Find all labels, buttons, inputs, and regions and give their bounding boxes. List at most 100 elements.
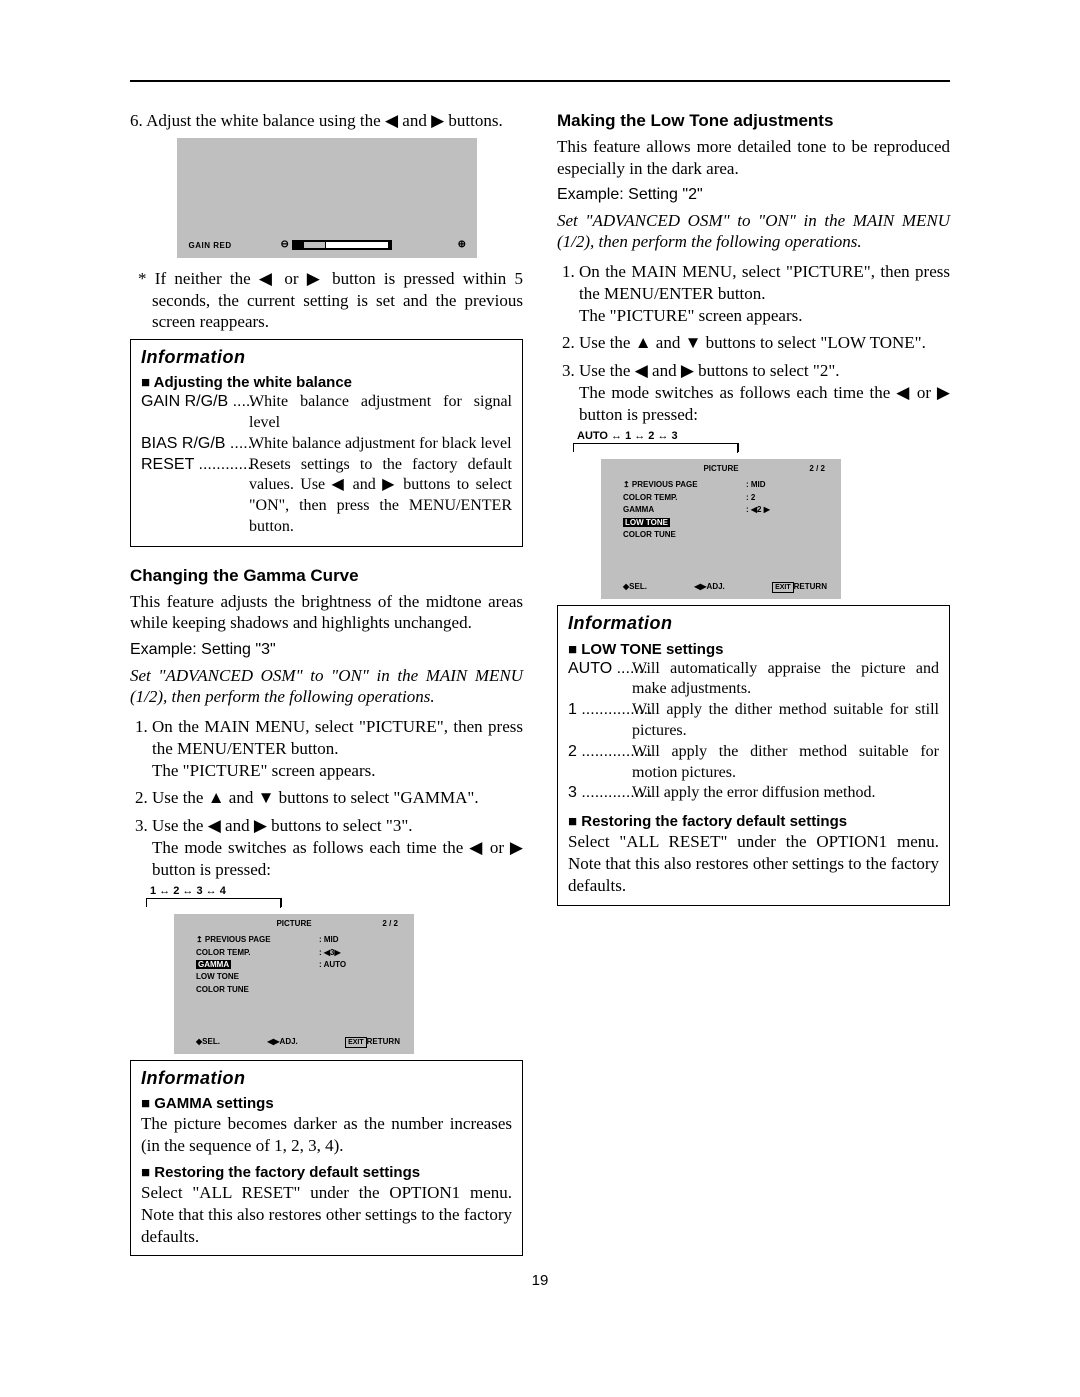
info-body: The picture becomes darker as the number…: [141, 1113, 512, 1157]
minus-icon: ⊖: [281, 239, 290, 252]
dd: Will apply the dither method suitable fo…: [632, 700, 939, 742]
info-box-1: Information Adjusting the white balance …: [130, 339, 523, 547]
osd-title: PICTURE: [601, 459, 841, 474]
osd-title: PICTURE: [174, 914, 414, 929]
rule-top: [130, 80, 950, 82]
osd-val: : 2: [746, 492, 770, 504]
cycle-text: 1 ↔ 2 ↔ 3 ↔ 4: [150, 884, 226, 898]
list-item: On the MAIN MENU, select "PICTURE", then…: [579, 261, 950, 326]
info-box-lowtone: Information LOW TONE settings AUTO .....…: [557, 605, 950, 905]
col-right: Making the Low Tone adjustments This fea…: [557, 110, 950, 1256]
gamma-example: Example: Setting "3": [130, 640, 523, 660]
osd-row-hi: GAMMA: [196, 960, 231, 969]
foot-adj: ◀▶ADJ.: [694, 582, 725, 593]
info-title: Information: [141, 346, 512, 369]
info-box-2: Information GAMMA settings The picture b…: [130, 1060, 523, 1256]
osd-foot: ◆SEL. ◀▶ADJ. EXITRETURN: [623, 582, 827, 593]
osd-row: COLOR TUNE: [623, 529, 698, 541]
osd-rows: ↥ PREVIOUS PAGE COLOR TEMP. GAMMA LOW TO…: [196, 934, 271, 996]
step-6: 6. Adjust the white balance using the ◀ …: [130, 110, 523, 132]
page: 6. Adjust the white balance using the ◀ …: [0, 0, 1080, 1349]
info-sub: Restoring the factory default settings: [568, 812, 939, 831]
gamma-intro: This feature adjusts the brightness of t…: [130, 591, 523, 635]
dd: Will apply the error diffusion method.: [632, 783, 939, 804]
gain-slider: [292, 240, 392, 250]
columns: 6. Adjust the white balance using the ◀ …: [130, 110, 950, 1256]
step-text: On the MAIN MENU, select "PICTURE", then…: [152, 717, 523, 780]
dd: White balance adjustment for black level: [249, 434, 512, 455]
info-sub: Restoring the factory default settings: [141, 1163, 512, 1182]
osd-row: LOW TONE: [196, 971, 271, 983]
heading-gamma: Changing the Gamma Curve: [130, 565, 523, 587]
dd: Will apply the dither method suitable fo…: [632, 742, 939, 784]
osd-row: LOW TONE: [623, 517, 698, 529]
list-item: On the MAIN MENU, select "PICTURE", then…: [152, 716, 523, 781]
heading-lowtone: Making the Low Tone adjustments: [557, 110, 950, 132]
osd-val: : AUTO: [319, 959, 346, 971]
osd-val: : ◀3▶: [319, 947, 346, 959]
osd-gain: GAIN RED ⊖ ⊕: [177, 138, 477, 258]
low-setmenu: Set "ADVANCED OSM" to "ON" in the MAIN M…: [557, 210, 950, 254]
info-sub: LOW TONE settings: [568, 640, 939, 659]
note-text: If neither the ◀ or ▶ button is pressed …: [152, 269, 523, 332]
low-intro: This feature allows more detailed tone t…: [557, 136, 950, 180]
osd-row: COLOR TEMP.: [623, 492, 698, 504]
dt: RESET ............: [141, 455, 243, 538]
osd-row: GAMMA: [196, 959, 271, 971]
dl-white-balance: GAIN R/G/B .....White balance adjustment…: [141, 392, 512, 538]
osd-gamma: PICTURE 2 / 2 ↥ PREVIOUS PAGE COLOR TEMP…: [174, 914, 414, 1054]
step-text: Use the ◀ and ▶ buttons to select "2".Th…: [579, 361, 950, 424]
osd-row-hi: LOW TONE: [623, 518, 670, 527]
dd: Resets settings to the factory default v…: [249, 455, 512, 538]
step-text: On the MAIN MENU, select "PICTURE", then…: [579, 262, 950, 325]
dt: AUTO .......: [568, 659, 626, 701]
osd-row: ↥ PREVIOUS PAGE: [196, 934, 271, 946]
note-star: * If neither the ◀ or ▶ button is presse…: [134, 268, 523, 333]
gain-label: GAIN RED: [189, 241, 232, 251]
plus-icon: ⊕: [458, 239, 467, 252]
foot-adj: ◀▶ADJ.: [267, 1037, 298, 1048]
low-example: Example: Setting "2": [557, 185, 950, 205]
osd-val: : MID: [319, 934, 346, 946]
info-body: Select "ALL RESET" under the OPTION1 men…: [141, 1182, 512, 1247]
list-item: Use the ▲ and ▼ buttons to select "GAMMA…: [152, 787, 523, 809]
foot-sel: ◆SEL.: [196, 1037, 220, 1048]
gamma-cycle: 1 ↔ 2 ↔ 3 ↔ 4: [142, 886, 312, 908]
list-item: Use the ◀ and ▶ buttons to select "2".Th…: [579, 360, 950, 425]
gamma-steps: On the MAIN MENU, select "PICTURE", then…: [130, 716, 523, 880]
osd-row: COLOR TUNE: [196, 984, 271, 996]
osd-page: 2 / 2: [382, 919, 398, 929]
foot-exit: EXITRETURN: [772, 582, 827, 593]
info-sub: GAMMA settings: [141, 1094, 512, 1113]
osd-row: GAMMA: [623, 504, 698, 516]
dt: GAIN R/G/B .....: [141, 392, 243, 434]
dd: Will automatically appraise the picture …: [632, 659, 939, 701]
info-title: Information: [568, 612, 939, 635]
osd-rows: ↥ PREVIOUS PAGE COLOR TEMP. GAMMA LOW TO…: [623, 479, 698, 541]
low-steps: On the MAIN MENU, select "PICTURE", then…: [557, 261, 950, 425]
dt: 1 ................: [568, 700, 626, 742]
osd-page: 2 / 2: [809, 464, 825, 474]
page-number: 19: [130, 1272, 950, 1289]
info-body: Select "ALL RESET" under the OPTION1 men…: [568, 831, 939, 896]
osd-foot: ◆SEL. ◀▶ADJ. EXITRETURN: [196, 1037, 400, 1048]
osd-vals: : MID : 2 : ◀2 ▶: [746, 479, 770, 516]
osd-vals: : MID : ◀3▶ : AUTO: [319, 934, 346, 971]
osd-row: COLOR TEMP.: [196, 947, 271, 959]
list-item: Use the ▲ and ▼ buttons to select "LOW T…: [579, 332, 950, 354]
info-sub: Adjusting the white balance: [141, 373, 512, 392]
osd-lowtone: PICTURE 2 / 2 ↥ PREVIOUS PAGE COLOR TEMP…: [601, 459, 841, 599]
dd: White balance adjustment for signal leve…: [249, 392, 512, 434]
foot-sel: ◆SEL.: [623, 582, 647, 593]
osd-val: : ◀2 ▶: [746, 504, 770, 516]
foot-exit: EXITRETURN: [345, 1037, 400, 1048]
cycle-text: AUTO ↔ 1 ↔ 2 ↔ 3: [577, 429, 678, 443]
list-item: Use the ◀ and ▶ buttons to select "3".Th…: [152, 815, 523, 880]
dt: BIAS R/G/B .....: [141, 434, 243, 455]
col-left: 6. Adjust the white balance using the ◀ …: [130, 110, 523, 1256]
step-6-text: Adjust the white balance using the ◀ and…: [146, 111, 503, 130]
dt: 2 ................: [568, 742, 626, 784]
low-cycle: AUTO ↔ 1 ↔ 2 ↔ 3: [569, 431, 769, 453]
step-text: Use the ◀ and ▶ buttons to select "3".Th…: [152, 816, 523, 879]
info-title: Information: [141, 1067, 512, 1090]
